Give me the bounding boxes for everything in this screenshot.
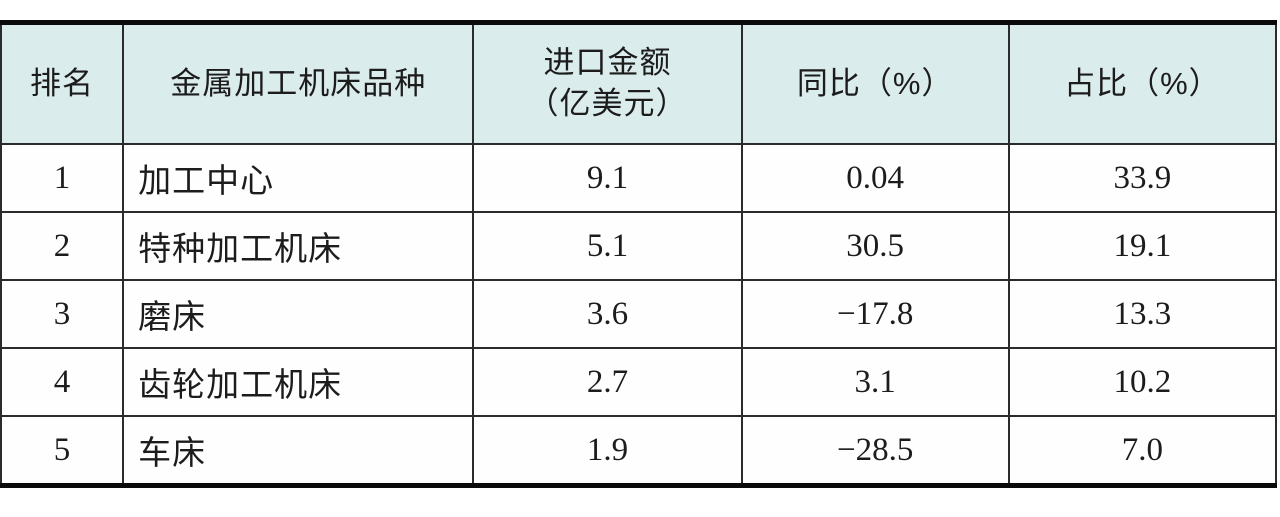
column-header-yoy: 同比（%）	[740, 21, 1010, 145]
table-row: 4 齿轮加工机床 2.7 3.1 10.2	[0, 347, 1278, 417]
cell-import-amount: 2.7	[472, 347, 743, 417]
cell-rank: 4	[0, 347, 125, 417]
header-label: 排名	[30, 65, 95, 101]
cell-yoy: 30.5	[740, 211, 1010, 281]
table-container: 排名 金属加工机床品种 进口金额 （亿美元） 同比（%） 占比（%） 1	[0, 20, 1278, 488]
cell-category: 特种加工机床	[122, 211, 475, 281]
column-header-share: 占比（%）	[1007, 21, 1278, 145]
cell-share: 10.2	[1007, 347, 1278, 417]
header-row: 排名 金属加工机床品种 进口金额 （亿美元） 同比（%） 占比（%）	[0, 21, 1278, 145]
cell-import-amount: 3.6	[472, 279, 743, 349]
header-label-line1: 进口金额	[543, 45, 672, 81]
cell-rank: 2	[0, 211, 125, 281]
cell-category: 车床	[122, 415, 475, 487]
cell-import-amount: 5.1	[472, 211, 743, 281]
cell-yoy: −17.8	[740, 279, 1010, 349]
column-header-import-amount: 进口金额 （亿美元）	[472, 21, 743, 145]
column-header-category: 金属加工机床品种	[122, 21, 475, 145]
header-label: 占比（%）	[1064, 65, 1221, 101]
table-row: 3 磨床 3.6 −17.8 13.3	[0, 279, 1278, 349]
cell-rank: 5	[0, 415, 125, 487]
header-label: 同比（%）	[796, 65, 954, 101]
cell-yoy: −28.5	[740, 415, 1010, 487]
cell-share: 33.9	[1007, 143, 1278, 213]
cell-rank: 3	[0, 279, 125, 349]
header-label: 金属加工机床品种	[170, 65, 427, 101]
column-header-rank: 排名	[0, 21, 125, 145]
header-label-line2: （亿美元）	[527, 86, 688, 121]
cell-share: 19.1	[1007, 211, 1278, 281]
cell-category: 加工中心	[122, 143, 475, 213]
cell-category: 磨床	[122, 279, 475, 349]
cell-import-amount: 1.9	[472, 415, 743, 487]
table-row: 5 车床 1.9 −28.5 7.0	[0, 415, 1278, 487]
cell-share: 13.3	[1007, 279, 1278, 349]
machine-tool-import-table: 排名 金属加工机床品种 进口金额 （亿美元） 同比（%） 占比（%） 1	[0, 20, 1278, 488]
cell-import-amount: 9.1	[472, 143, 743, 213]
cell-share: 7.0	[1007, 415, 1278, 487]
table-row: 2 特种加工机床 5.1 30.5 19.1	[0, 211, 1278, 281]
table-row: 1 加工中心 9.1 0.04 33.9	[0, 143, 1278, 213]
cell-rank: 1	[0, 143, 125, 213]
cell-yoy: 0.04	[740, 143, 1010, 213]
cell-category: 齿轮加工机床	[122, 347, 475, 417]
cell-yoy: 3.1	[740, 347, 1010, 417]
